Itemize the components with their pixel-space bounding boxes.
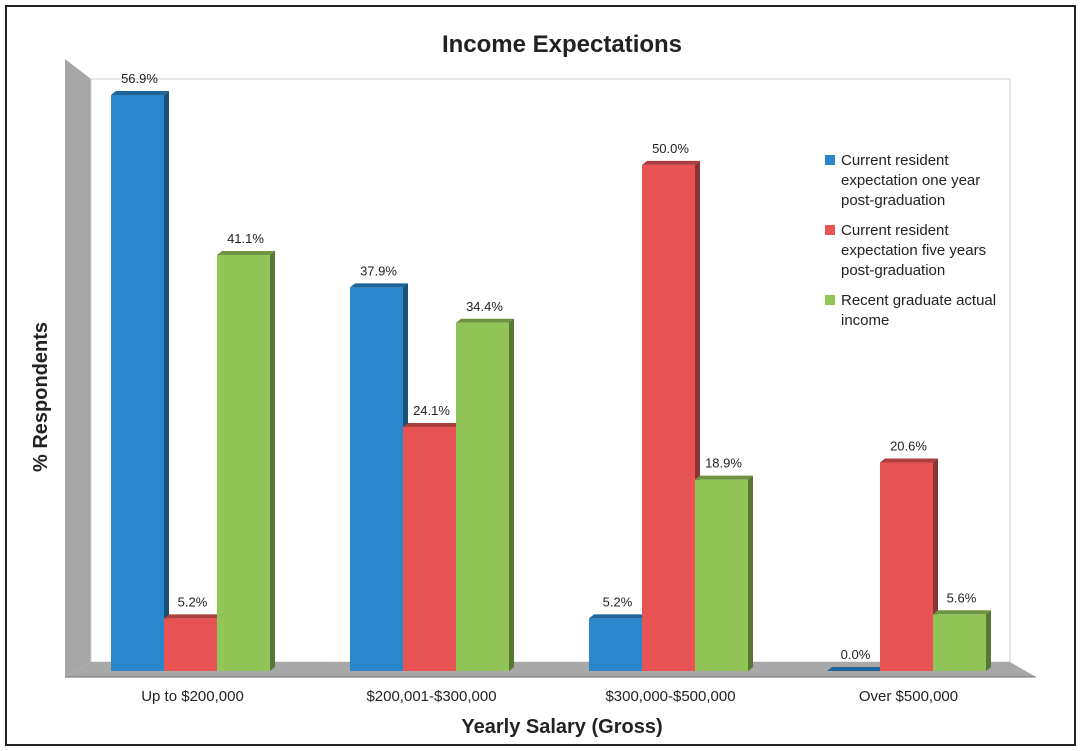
bar-300-000-500-000-series-2	[642, 160, 700, 671]
bar-face	[164, 618, 217, 671]
chart-frame: Income Expectations Yearly Salary (Gross…	[5, 5, 1076, 746]
legend-label: expectation five years	[841, 242, 986, 259]
bar-face	[933, 614, 986, 671]
bar-value-label: 18.9%	[705, 456, 742, 471]
bar-up-to-200-000-series-3	[217, 250, 275, 671]
bar-face	[111, 95, 164, 671]
bar-value-label: 24.1%	[413, 403, 450, 418]
legend-item-1: Current resident expectation one year post…	[825, 152, 980, 209]
bar-face	[589, 618, 642, 671]
bars-group: 56.9% 5.2% 41.1% 37.9% 24.1% 34.4% 5.2% 50.0% 18…	[111, 71, 991, 671]
bar-300-000-500-000-series-1	[589, 614, 647, 671]
bar-value-label: 5.2%	[178, 594, 208, 609]
bar-top	[456, 318, 514, 323]
bar-up-to-200-000-series-2	[164, 614, 222, 671]
bar-side	[748, 475, 753, 671]
legend-label: Current resident	[841, 152, 949, 169]
bar-face	[217, 254, 270, 671]
bar-value-label: 34.4%	[466, 299, 503, 314]
bar-top	[642, 160, 700, 165]
bar-over-500-000-series-2	[880, 458, 938, 671]
x-tick-label: $200,001-$300,000	[366, 688, 496, 705]
x-tick-label: $300,000-$500,000	[605, 688, 735, 705]
legend-swatch	[825, 295, 835, 305]
x-tick-labels: Up to $200,000 $200,001-$300,000 $300,000-…	[141, 688, 958, 705]
bar-top	[695, 475, 753, 480]
bar-value-label: 5.2%	[603, 594, 633, 609]
bar-value-label: 50.0%	[652, 141, 689, 156]
bar-top	[350, 283, 408, 288]
bar-200-001-300-000-series-3	[456, 318, 514, 671]
bar-top	[589, 614, 647, 619]
chart-floor	[65, 662, 1036, 677]
legend-swatch	[825, 155, 835, 165]
bar-top	[827, 667, 885, 671]
legend-label: income	[841, 312, 889, 329]
bar-face	[880, 462, 933, 671]
bar-over-500-000-series-3	[933, 610, 991, 671]
legend-label: Recent graduate actual	[841, 292, 996, 309]
bar-side	[270, 250, 275, 671]
legend-label: post-graduation	[841, 262, 945, 279]
bar-face	[350, 287, 403, 671]
bar-top	[403, 423, 461, 428]
chart-side-wall	[65, 59, 91, 677]
bar-face	[403, 427, 456, 671]
legend-label: Current resident	[841, 222, 949, 239]
bar-value-label: 37.9%	[360, 263, 397, 278]
bar-value-label: 5.6%	[947, 590, 977, 605]
bar-face	[642, 164, 695, 671]
legend-item-2: Current resident expectation five years po…	[825, 222, 986, 279]
bar-side	[164, 91, 169, 671]
bar-200-001-300-000-series-1	[350, 283, 408, 671]
x-tick-label: Over $500,000	[859, 688, 958, 705]
bar-300-000-500-000-series-3	[695, 475, 753, 671]
legend-swatch	[825, 225, 835, 235]
bar-top	[880, 458, 938, 463]
chart-title: Income Expectations	[442, 31, 682, 58]
bar-top	[164, 614, 222, 619]
bar-face	[695, 479, 748, 671]
bar-value-label: 20.6%	[890, 438, 927, 453]
bar-200-001-300-000-series-2	[403, 423, 461, 671]
bar-side	[986, 610, 991, 671]
bar-over-500-000-series-1	[827, 667, 885, 671]
x-tick-label: Up to $200,000	[141, 688, 244, 705]
bar-side	[509, 318, 514, 671]
bar-value-label: 41.1%	[227, 231, 264, 246]
bar-face	[456, 322, 509, 671]
bar-value-label: 56.9%	[121, 71, 158, 86]
legend-label: post-graduation	[841, 192, 945, 209]
legend: Current resident expectation one year post…	[825, 152, 996, 329]
x-axis-label: Yearly Salary (Gross)	[461, 716, 662, 738]
legend-label: expectation one year	[841, 172, 980, 189]
bar-value-label: 0.0%	[841, 647, 871, 662]
y-axis-label: % Respondents	[30, 322, 52, 472]
bar-top	[933, 610, 991, 615]
legend-item-3: Recent graduate actual income	[825, 292, 996, 329]
bar-chart: Income Expectations Yearly Salary (Gross…	[30, 31, 1036, 738]
bar-top	[111, 91, 169, 95]
bar-up-to-200-000-series-1	[111, 91, 169, 671]
bar-top	[217, 250, 275, 255]
